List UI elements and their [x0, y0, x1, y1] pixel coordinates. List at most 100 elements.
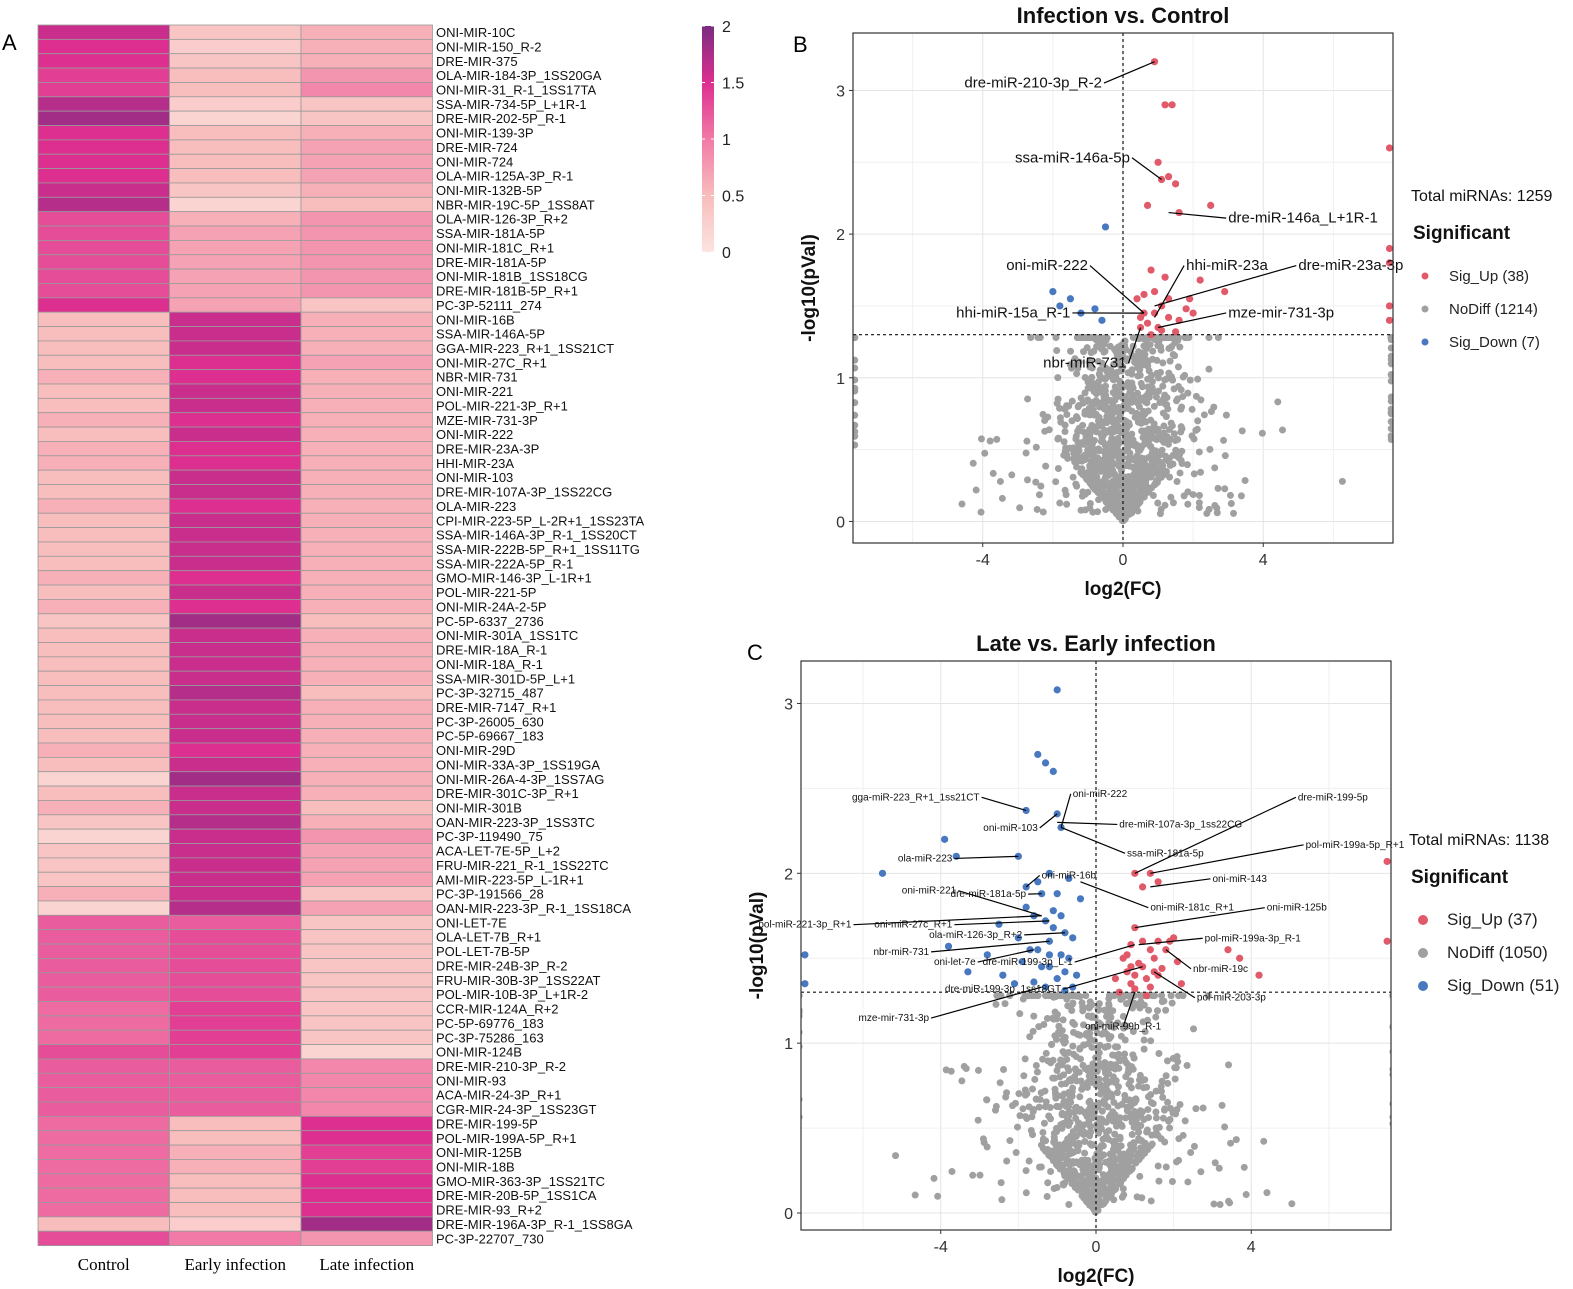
sig-down-point — [1049, 287, 1057, 296]
sig-down-point — [1057, 912, 1065, 920]
heatmap-row-label: GGA-MIR-223_R+1_1SS21CT — [436, 341, 614, 356]
heatmap-row-label: DRE-MIR-107A-3P_1SS22CG — [436, 485, 612, 500]
heatmap-cell — [169, 441, 302, 457]
nodiff-point — [1156, 510, 1164, 518]
sig-up-point — [1111, 975, 1120, 983]
nodiff-point — [1011, 1099, 1019, 1107]
nodiff-point — [1060, 1057, 1068, 1065]
nodiff-point — [1160, 1106, 1168, 1114]
nodiff-point — [1158, 992, 1166, 1000]
nodiff-point — [1103, 498, 1111, 506]
nodiff-point — [1137, 1144, 1145, 1152]
heatmap-cell — [300, 484, 433, 500]
nodiff-point — [1152, 1108, 1160, 1116]
heatmap-row-label: PC-3P-32715_487 — [436, 686, 544, 701]
heatmap-cell — [300, 943, 433, 959]
heatmap-cell — [300, 756, 433, 773]
nodiff-point — [853, 356, 859, 364]
heatmap-cell — [37, 1072, 170, 1089]
panel-label-c: C — [747, 640, 763, 665]
heatmap-cell — [169, 541, 302, 557]
nodiff-point — [1144, 488, 1152, 496]
nodiff-point — [1227, 1139, 1235, 1147]
nodiff-point — [1144, 439, 1152, 447]
nodiff-point — [1039, 410, 1047, 418]
sig-up-point — [1161, 273, 1169, 281]
heatmap-cell — [300, 800, 433, 816]
nodiff-point — [1197, 468, 1205, 476]
annotation-label: oni-miR-181c_R+1 — [1150, 903, 1234, 914]
nodiff-point — [1138, 349, 1146, 357]
nodiff-point — [1129, 384, 1137, 392]
nodiff-point — [1193, 425, 1201, 433]
sig-down-point — [1045, 951, 1054, 959]
heatmap-cell — [37, 900, 170, 916]
nodiff-point — [1086, 1097, 1094, 1105]
nodiff-point — [958, 500, 966, 508]
sig-up-point — [1171, 180, 1180, 188]
nodiff-point — [1069, 1158, 1077, 1166]
nodiff-point — [1123, 1000, 1131, 1008]
heatmap-row-label: NBR-MIR-731 — [436, 370, 518, 385]
heatmap-row-label: PC-3P-75286_163 — [436, 1030, 544, 1045]
y-tick-label: 0 — [836, 514, 845, 531]
heatmap-cell — [300, 1044, 433, 1060]
heatmap-cell — [37, 441, 170, 457]
heatmap-cell — [37, 311, 170, 327]
heatmap-row-label: ONI-MIR-18B — [436, 1160, 515, 1175]
nodiff-point — [1095, 1000, 1103, 1008]
nodiff-point — [1288, 1200, 1296, 1208]
nodiff-point — [1160, 430, 1168, 438]
nodiff-point — [1147, 416, 1155, 424]
nodiff-point — [1150, 402, 1158, 410]
nodiff-point — [1137, 394, 1145, 402]
nodiff-point — [1034, 334, 1042, 342]
colorbar-tick-label: 0.5 — [722, 189, 744, 206]
heatmap-cell — [300, 570, 433, 586]
nodiff-point — [1053, 1128, 1061, 1136]
heatmap-cell — [37, 1058, 170, 1074]
nodiff-point — [1164, 1098, 1172, 1106]
heatmap-cell — [37, 225, 170, 241]
y-tick-label: 2 — [784, 866, 793, 883]
heatmap-cell — [37, 67, 170, 83]
nodiff-point — [1136, 467, 1144, 475]
sig-up-point — [1150, 954, 1158, 962]
nodiff-point — [1115, 1163, 1123, 1171]
heatmap-cell — [169, 1187, 302, 1203]
nodiff-point — [1149, 491, 1157, 499]
heatmap-column-labels: Control Early infection Late infection — [78, 1255, 415, 1274]
heatmap-cell — [37, 1202, 170, 1218]
nodiff-point — [892, 1152, 900, 1160]
nodiff-point — [1072, 435, 1080, 443]
nodiff-point — [981, 449, 989, 457]
nodiff-point — [1085, 1064, 1093, 1072]
nodiff-point — [1170, 430, 1178, 438]
nodiff-point — [1016, 1010, 1024, 1018]
nodiff-point — [1135, 1136, 1143, 1144]
annotation-leader-line — [1103, 61, 1155, 84]
sig-up-point — [1147, 331, 1155, 339]
heatmap-cell — [169, 110, 302, 126]
nodiff-point — [1105, 994, 1113, 1002]
nodiff-point — [1087, 1171, 1095, 1179]
heatmap-cell — [37, 96, 170, 112]
nodiff-point — [1039, 508, 1047, 516]
annotation-label: oni-miR-103 — [983, 823, 1038, 834]
nodiff-point — [1076, 1031, 1084, 1039]
heatmap-cell — [169, 53, 302, 69]
nodiff-point — [1161, 376, 1169, 384]
nodiff-point — [1166, 435, 1174, 443]
nodiff-point — [972, 486, 980, 494]
nodiff-point — [1039, 1136, 1047, 1144]
legend-label: Sig_Up (37) — [1447, 910, 1538, 929]
heatmap-row-label: CCR-MIR-124A_R+2 — [436, 1002, 558, 1017]
nodiff-point — [1021, 1055, 1029, 1063]
nodiff-point — [1171, 352, 1179, 360]
heatmap-cell — [169, 986, 302, 1002]
nodiff-point — [1199, 1104, 1207, 1112]
nodiff-point — [1119, 1185, 1127, 1193]
annotation-label: nbr-miR-731 — [874, 947, 930, 958]
nodiff-point — [1096, 366, 1104, 374]
heatmap-cell — [300, 53, 433, 69]
